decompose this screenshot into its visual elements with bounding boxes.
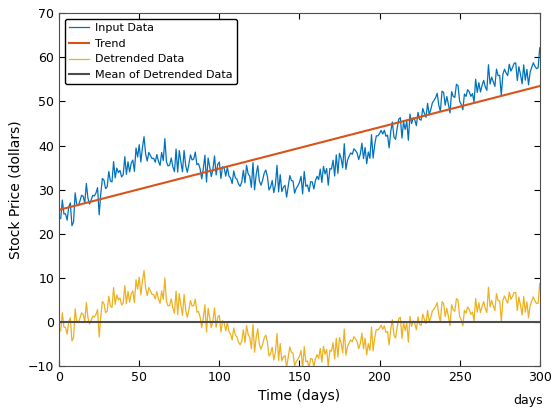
Input Data: [59, 197, 66, 202]
Input Data: [493, 67, 500, 72]
Detrended Data: [354, 339, 361, 344]
Input Data: [57, 216, 64, 221]
Input Data: [68, 223, 75, 228]
Detrended Data: [141, 268, 147, 273]
Detrended Data: [346, 341, 352, 346]
Trend: [536, 84, 543, 89]
Detrended Data: [464, 304, 471, 310]
Trend: [351, 131, 357, 136]
X-axis label: Time (days): Time (days): [258, 389, 340, 403]
Detrended Data: [494, 298, 501, 303]
Trend: [343, 134, 349, 139]
Input Data: [343, 167, 349, 172]
Line: Trend: Trend: [60, 86, 540, 210]
Trend: [492, 95, 498, 100]
Trend: [341, 134, 348, 139]
Trend: [59, 207, 66, 212]
Mean of Detrended Data: [56, 319, 63, 324]
Legend: Input Data, Trend, Detrended Data, Mean of Detrended Data: Input Data, Trend, Detrended Data, Mean …: [65, 19, 237, 84]
Input Data: [536, 45, 543, 50]
Line: Detrended Data: Detrended Data: [60, 270, 540, 368]
Trend: [57, 207, 64, 212]
Detrended Data: [344, 344, 351, 349]
Mean of Detrended Data: [57, 319, 64, 324]
Detrended Data: [57, 328, 64, 333]
Input Data: [463, 94, 469, 99]
Input Data: [352, 148, 359, 153]
Line: Input Data: Input Data: [60, 48, 540, 226]
Input Data: [344, 158, 351, 163]
Y-axis label: Stock Price (dollars): Stock Price (dollars): [8, 120, 22, 259]
Trend: [461, 103, 468, 108]
Text: days: days: [514, 394, 543, 407]
Detrended Data: [299, 366, 306, 371]
Detrended Data: [59, 310, 66, 315]
Detrended Data: [536, 281, 543, 286]
